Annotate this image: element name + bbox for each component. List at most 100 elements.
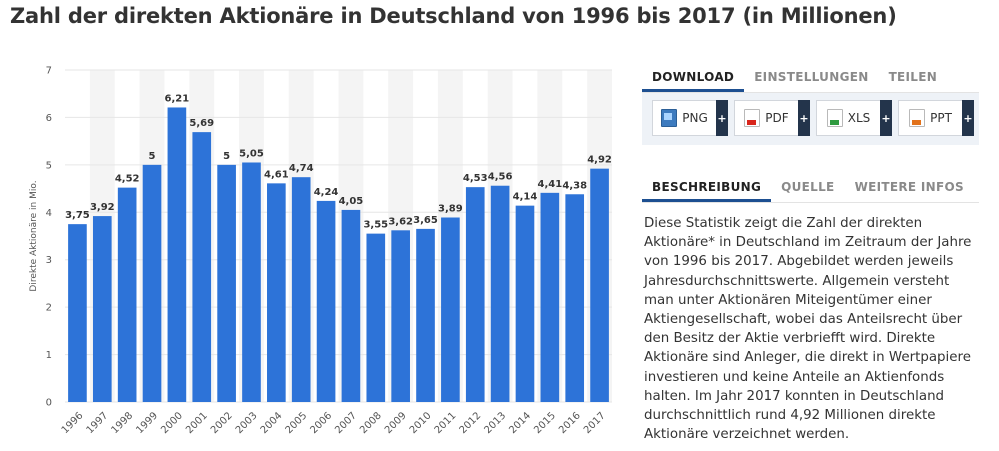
bar-2000 [167, 107, 187, 403]
y-tick-label: 5 [46, 160, 52, 171]
tab-teilen[interactable]: TEILEN [888, 70, 938, 84]
png-file-icon [661, 109, 678, 127]
download-png-face: PNG [652, 100, 716, 136]
x-tick-label-2001: 2001 [184, 410, 210, 436]
value-label-2006: 4,24 [314, 187, 339, 198]
bar-2002 [217, 164, 236, 402]
value-label-2004: 4,61 [264, 169, 289, 180]
x-tick-label-2012: 2012 [458, 410, 484, 436]
x-tick-label-2011: 2011 [433, 410, 459, 436]
tab-weitere-infos[interactable]: WEITERE INFOS [854, 180, 964, 194]
value-label-2009: 3,62 [388, 216, 413, 227]
bar-2005 [291, 177, 311, 402]
x-tick-label-2002: 2002 [209, 410, 235, 436]
download-panel: PNG + PDF + XLS + PPT + [642, 93, 979, 145]
y-tick-label: 6 [46, 113, 52, 124]
bar-2010 [416, 228, 435, 402]
download-png-plus[interactable]: + [716, 100, 728, 136]
download-xls-plus[interactable]: + [880, 100, 892, 136]
x-tick-label-1997: 1997 [85, 410, 111, 436]
value-label-2015: 4,41 [537, 179, 562, 190]
ppt-file-icon [909, 109, 926, 127]
download-png-label: PNG [682, 111, 708, 125]
page-title: Zahl der direkten Aktionäre in Deutschla… [10, 4, 897, 28]
tab-quelle[interactable]: QUELLE [781, 180, 835, 194]
description-tabs-divider [642, 202, 979, 203]
value-label-2011: 3,89 [438, 204, 463, 215]
value-label-2002: 5 [223, 151, 230, 162]
x-tick-label-2008: 2008 [358, 410, 384, 436]
description-text: Diese Statistik zeigt die Zahl der direk… [644, 216, 972, 443]
bar-chart: 0 1 2 3 4 5 6 7 Direkte Aktionäre in Mio. 3,75 199… [29, 66, 612, 436]
x-tick-label-2007: 2007 [333, 410, 359, 436]
download-tabs-divider [642, 92, 979, 93]
tab-beschreibung[interactable]: BESCHREIBUNG [642, 174, 772, 202]
x-tick-label-2005: 2005 [284, 410, 310, 436]
y-tick-label: 1 [46, 350, 52, 361]
bar-2001 [192, 132, 212, 403]
bar-2008 [366, 233, 386, 402]
bar-2017 [590, 168, 609, 402]
download-xls-label: XLS [847, 111, 871, 125]
download-pdf-plus[interactable]: + [798, 100, 810, 136]
value-label-2007: 4,05 [339, 196, 364, 207]
x-tick-label-2006: 2006 [308, 410, 334, 436]
y-tick-label: 4 [46, 208, 52, 219]
download-ppt-plus[interactable]: + [962, 100, 974, 136]
bar-2014 [515, 205, 535, 402]
value-label-1996: 3,75 [65, 210, 90, 221]
y-tick-label: 2 [46, 303, 52, 314]
x-tick-label-2004: 2004 [259, 410, 285, 436]
bar-2015 [540, 192, 560, 402]
bar-1996 [68, 224, 87, 402]
download-ppt-label: PPT [930, 111, 952, 125]
x-tick-label-2000: 2000 [159, 410, 185, 436]
x-tick-label-1999: 1999 [134, 410, 160, 436]
download-ppt-button[interactable]: PPT + [898, 100, 974, 136]
tab-einstellungen[interactable]: EINSTELLUNGEN [754, 70, 869, 84]
value-label-2016: 4,38 [562, 180, 587, 191]
y-tick-label: 0 [46, 398, 52, 409]
download-ppt-face: PPT [898, 100, 962, 136]
bar-2003 [242, 162, 261, 402]
value-label-2012: 4,53 [463, 173, 488, 184]
x-tick-label-2014: 2014 [507, 410, 533, 436]
tab-download[interactable]: DOWNLOAD [642, 64, 745, 92]
download-png-button[interactable]: PNG + [652, 100, 728, 136]
value-label-1998: 4,52 [115, 174, 140, 185]
description-tab-bar: BESCHREIBUNG QUELLE WEITERE INFOS [642, 174, 974, 202]
x-tick-label-2017: 2017 [582, 410, 608, 436]
download-xls-button[interactable]: XLS + [816, 100, 892, 136]
value-label-2003: 5,05 [239, 148, 264, 159]
y-axis-label: Direkte Aktionäre in Mio. [29, 180, 39, 291]
bar-2007 [341, 209, 361, 402]
value-label-2013: 4,56 [488, 172, 513, 183]
value-label-1997: 3,92 [90, 202, 115, 213]
bar-1998 [117, 187, 137, 402]
bar-2004 [267, 183, 286, 402]
bar-1999 [142, 164, 162, 402]
bar-2013 [490, 185, 510, 402]
download-tab-bar: DOWNLOAD EINSTELLUNGEN TEILEN [642, 64, 947, 92]
pdf-file-icon [744, 109, 761, 127]
x-tick-label-2010: 2010 [408, 410, 434, 436]
x-tick-label-1996: 1996 [60, 410, 86, 436]
x-tick-label-2013: 2013 [482, 410, 508, 436]
value-label-1999: 5 [149, 151, 156, 162]
value-label-2001: 5,69 [189, 118, 214, 129]
x-tick-label-2015: 2015 [532, 410, 558, 436]
value-label-2010: 3,65 [413, 215, 438, 226]
x-tick-label-2009: 2009 [383, 410, 409, 436]
download-pdf-face: PDF [734, 100, 798, 136]
bar-1997 [92, 216, 112, 402]
xls-file-icon [826, 109, 843, 127]
download-xls-face: XLS [816, 100, 880, 136]
value-label-2017: 4,92 [587, 155, 612, 166]
bar-2009 [391, 230, 410, 402]
download-pdf-button[interactable]: PDF + [734, 100, 810, 136]
bar-2011 [441, 217, 460, 402]
value-label-2000: 6,21 [165, 93, 190, 104]
bar-2006 [316, 200, 336, 402]
value-label-2014: 4,14 [513, 192, 538, 203]
download-pdf-label: PDF [765, 111, 789, 125]
